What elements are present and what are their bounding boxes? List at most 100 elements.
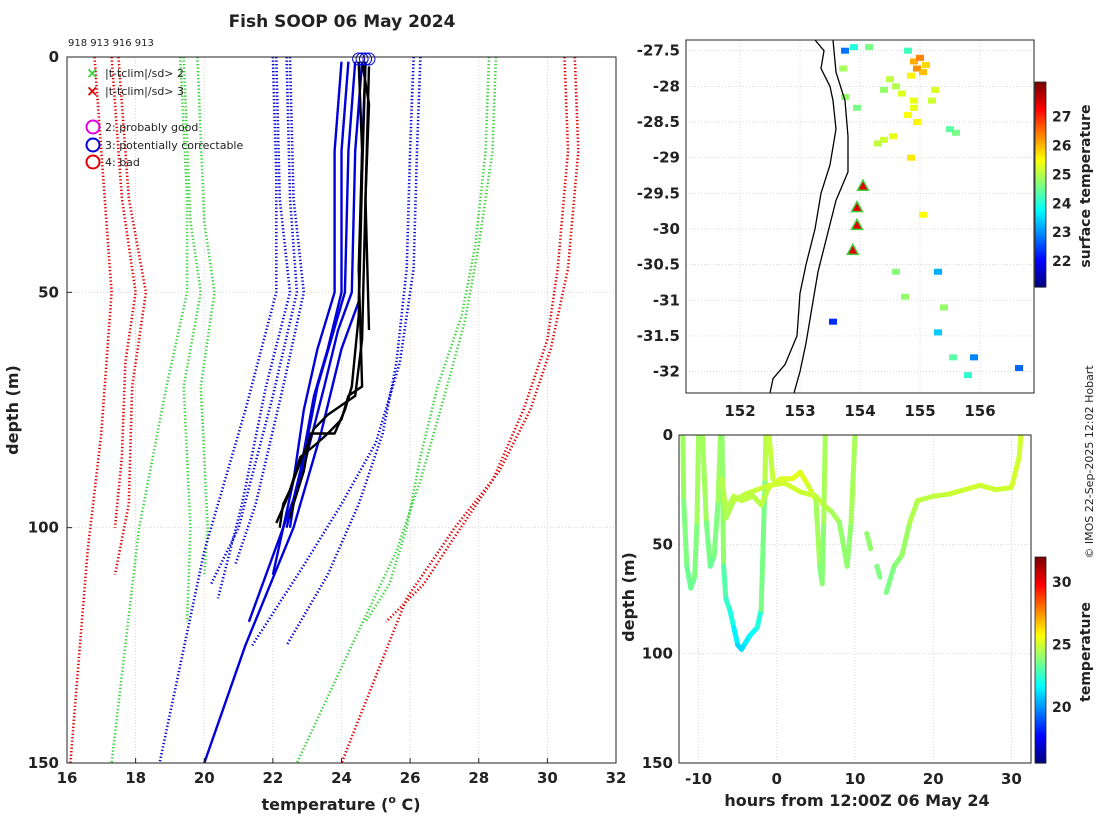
- map-colorbar-band: [1035, 277, 1046, 282]
- map-colorbar-band: [1035, 152, 1046, 157]
- map-colorbar-band: [1035, 126, 1046, 131]
- profile-y-tick-label: 0: [49, 48, 59, 66]
- sst-pixel: [919, 69, 927, 76]
- map-colorbar-band: [1035, 261, 1046, 266]
- sst-pixel: [916, 54, 924, 61]
- legend-item-correctable: 3: potentially correctable: [85, 137, 243, 153]
- shelf-contour: [793, 40, 849, 393]
- map-lat-tick-label: -29.5: [637, 184, 680, 202]
- map-colorbar-tick-label: 24: [1052, 196, 1072, 212]
- timeseries-segment: [797, 469, 811, 488]
- timeseries-panel: -10 0 10 20 30 0 50 100 150 hours from 12:00Z 06…: [619, 426, 1094, 810]
- temperature-colorbar-band: [1035, 679, 1046, 684]
- temperature-colorbar-band: [1035, 669, 1046, 674]
- timeseries-segment: [864, 530, 874, 552]
- map-colorbar-band: [1035, 245, 1046, 250]
- temperature-colorbar-band: [1035, 627, 1046, 632]
- sst-pixel: [853, 104, 861, 111]
- sst-pixel: [952, 129, 960, 136]
- map-colorbar-tick-label: 23: [1052, 225, 1071, 241]
- profile-series-clim-2sd-c: [110, 57, 189, 763]
- map-ticks: 152 153 154 155 156 -27.5 -28 -28.5 -29 -29.5 -30 -…: [637, 42, 996, 420]
- map-colorbar-band: [1035, 219, 1046, 224]
- sst-pixel: [892, 268, 900, 275]
- timeseries-dive-i: [766, 435, 776, 482]
- temperature-colorbar-band: [1035, 676, 1046, 680]
- map-colorbar-band: [1035, 190, 1046, 195]
- profile-series-profile-black-4: [275, 66, 371, 524]
- sst-pixel: [1015, 365, 1023, 372]
- temperature-colorbar-band: [1035, 631, 1046, 635]
- map-colorbar-band: [1035, 258, 1046, 262]
- sst-pixel: [829, 318, 837, 325]
- map-colorbar-band: [1035, 146, 1046, 150]
- timeseries-y-tick-label: 100: [642, 645, 673, 663]
- timeseries-segment: [766, 480, 788, 488]
- timeseries-segment: [731, 624, 741, 648]
- profile-series-clim-3sd-b: [113, 57, 148, 575]
- legend-item-sd3: × |t-tclim|/sd> 3: [86, 82, 184, 100]
- map-colorbar-band: [1035, 200, 1046, 205]
- timeseries-dive-g: [874, 563, 883, 580]
- map-colorbar-band: [1035, 251, 1046, 256]
- timeseries-segment: [813, 498, 823, 569]
- figure-title: Fish SOOP 06 May 2024: [229, 12, 456, 32]
- temperature-colorbar-band: [1035, 557, 1046, 561]
- temperature-colorbar-band: [1035, 579, 1046, 584]
- temperature-colorbar-band: [1035, 566, 1046, 571]
- map-colorbar-band: [1035, 94, 1046, 99]
- timeseries-segment: [762, 435, 769, 482]
- sst-pixel: [928, 97, 936, 104]
- map-colorbar-band: [1035, 104, 1046, 109]
- timeseries-dive-h: [883, 435, 1024, 595]
- station-triangle-icon: [850, 200, 864, 213]
- profile-xlabel: temperature (o C): [261, 793, 420, 814]
- timeseries-segment: [844, 519, 854, 569]
- map-colorbar-band: [1035, 158, 1046, 163]
- sst-pixel: [922, 61, 930, 68]
- map-colorbar-band: [1035, 139, 1046, 144]
- temperature-colorbar-band: [1035, 614, 1046, 619]
- timeseries-ticks: -10 0 10 20 30 0 50 100 150: [642, 426, 1022, 788]
- top-qc-circle-icon: [352, 52, 366, 66]
- sst-pixel: [949, 354, 957, 361]
- map-colorbar-band: [1035, 82, 1046, 86]
- sst-pixel: [910, 97, 918, 104]
- sst-pixel: [934, 329, 942, 336]
- temperature-colorbar-band: [1035, 582, 1046, 587]
- temperature-colorbar-band: [1035, 663, 1046, 668]
- temperature-colorbar-band: [1035, 637, 1046, 642]
- map-colorbar-band: [1035, 168, 1046, 173]
- sst-pixel: [850, 44, 858, 51]
- map-colorbar-band: [1035, 213, 1046, 218]
- profile-ticks: 16 18 20 22 24 26 28 30 32 0 50 100 150: [28, 48, 627, 787]
- map-colorbar-band: [1035, 187, 1046, 192]
- map-colorbar-tick-label: 26: [1052, 139, 1071, 155]
- timeseries-segment: [721, 563, 729, 602]
- timeseries-segment: [915, 493, 936, 504]
- map-colorbar-band: [1035, 114, 1046, 118]
- map-colorbar-band: [1035, 226, 1046, 230]
- top-circles-group: [352, 52, 376, 66]
- temperature-colorbar-band: [1035, 621, 1046, 626]
- timeseries-dive-f: [864, 530, 874, 552]
- map-colorbar-band: [1035, 267, 1046, 272]
- timeseries-segment: [681, 498, 690, 569]
- top-qc-circle-icon: [359, 52, 373, 66]
- sst-pixel: [839, 65, 848, 72]
- map-colorbar-band: [1035, 165, 1046, 170]
- top-qc-circle-icon: [362, 52, 376, 66]
- temperature-colorbar-band: [1035, 573, 1046, 577]
- map-colorbar-tick-label: 27: [1052, 110, 1071, 126]
- temperature-colorbar-band: [1035, 634, 1046, 639]
- temperature-colorbar-band: [1035, 688, 1046, 693]
- profile-series-clim-2sd-b: [196, 57, 216, 575]
- temperature-colorbar-band: [1035, 756, 1046, 761]
- temperature-colorbar-band: [1035, 727, 1046, 732]
- profile-x-tick-label: 24: [331, 769, 352, 787]
- map-colorbar-band: [1035, 85, 1046, 90]
- timeseries-segment: [711, 498, 721, 558]
- temperature-colorbar-band: [1035, 717, 1046, 722]
- profile-x-tick-label: 26: [400, 769, 421, 787]
- map-colorbar-band: [1035, 232, 1046, 237]
